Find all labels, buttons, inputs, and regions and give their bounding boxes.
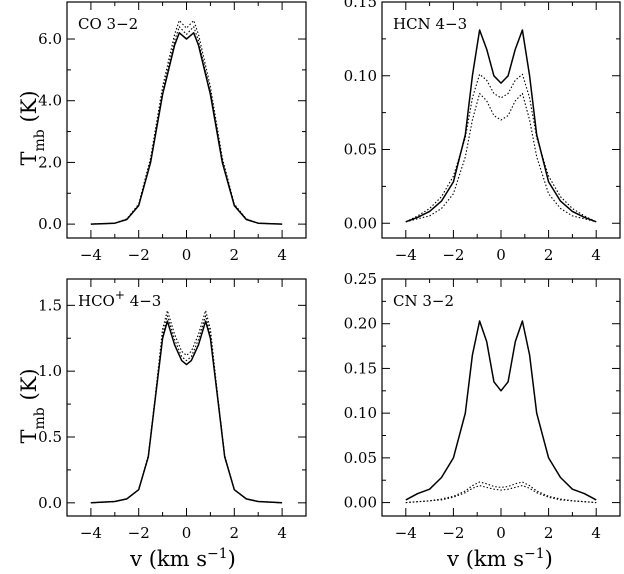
y-tick-label: 0.10 [344, 67, 377, 85]
x-axis-title-right: v (km s−1) [446, 546, 553, 571]
y-tick-label: 6.0 [38, 30, 62, 48]
series-line-3 [90, 26, 283, 225]
series-line-1 [405, 320, 597, 501]
x-tick-label: 2 [544, 246, 554, 264]
y-tick-label: 0.5 [38, 428, 62, 446]
y-tick-label: 0.25 [344, 270, 377, 288]
y-tick-label: 0.20 [344, 315, 377, 333]
panel-2: −4 −2 0 2 4 0.00 0.05 0.10 0.15 HCN 4−3 [344, 0, 621, 264]
panel-1: −4 −2 0 2 4 0.0 2.0 4.0 6.0 CO 3−2 [38, 1, 307, 264]
y-tick-label: 0.00 [344, 214, 377, 232]
x-tick-label: 0 [182, 524, 192, 542]
y-tick-label: 0.05 [344, 141, 377, 159]
panel-label: HCO+ 4−3 [78, 288, 161, 310]
x-tick-label: 4 [277, 246, 287, 264]
x-tick-label: 0 [496, 524, 506, 542]
x-tick-label: −4 [80, 246, 102, 264]
panel-4: −4 −2 0 2 4 0.00 0.05 0.10 0.15 0.20 0.25 CN 3−2 [344, 270, 621, 542]
y-axis-title-top: Tmb (K) [17, 90, 48, 165]
y-tick-label: 0.0 [38, 215, 62, 233]
x-tick-label: −4 [395, 246, 417, 264]
x-tick-label: −2 [128, 246, 150, 264]
series-line-2 [405, 481, 597, 504]
x-tick-label: 4 [591, 246, 601, 264]
series-line-3 [90, 315, 283, 504]
series-line-3 [405, 92, 597, 223]
y-tick-label: 0.00 [344, 494, 377, 512]
plot-frame [66, 278, 307, 517]
panel-label: HCN 4−3 [393, 15, 467, 33]
x-tick-label: −2 [128, 524, 150, 542]
x-tick-label: 2 [230, 524, 240, 542]
x-tick-label: 4 [277, 524, 287, 542]
plot-frame [381, 278, 621, 517]
x-tick-label: −2 [442, 524, 464, 542]
series-line-1 [90, 32, 283, 225]
series-line-2 [90, 310, 283, 504]
x-tick-label: −4 [80, 524, 102, 542]
y-tick-label: 0.15 [344, 0, 377, 11]
x-tick-label: −4 [395, 524, 417, 542]
x-axis-title-left: v (km s−1) [129, 546, 236, 571]
plot-frame [66, 1, 307, 239]
panel-label: CO 3−2 [78, 15, 138, 33]
y-axis-title-bottom: Tmb (K) [17, 368, 48, 443]
y-tick-label: 0.10 [344, 404, 377, 422]
y-tick-label: 1.5 [38, 296, 62, 314]
y-tick-label: 1.0 [38, 362, 62, 380]
series-line-2 [90, 19, 283, 225]
series-line-1 [405, 29, 597, 223]
series-line-1 [90, 320, 283, 504]
x-tick-label: 2 [544, 524, 554, 542]
y-tick-label: 0.0 [38, 494, 62, 512]
y-tick-label: 0.15 [344, 359, 377, 377]
y-tick-label: 2.0 [38, 153, 62, 171]
series-line-3 [405, 485, 597, 504]
x-tick-label: 4 [591, 524, 601, 542]
panel-3: −4 −2 0 2 4 0.0 0.5 1.0 1.5 HCO+ 4−3 [38, 278, 307, 542]
x-tick-label: 2 [230, 246, 240, 264]
panel-label: CN 3−2 [393, 292, 454, 310]
x-tick-label: −2 [442, 246, 464, 264]
x-tick-label: 0 [496, 246, 506, 264]
y-tick-label: 0.05 [344, 449, 377, 467]
x-tick-label: 0 [182, 246, 192, 264]
y-tick-label: 4.0 [38, 92, 62, 110]
series-line-2 [405, 73, 597, 223]
